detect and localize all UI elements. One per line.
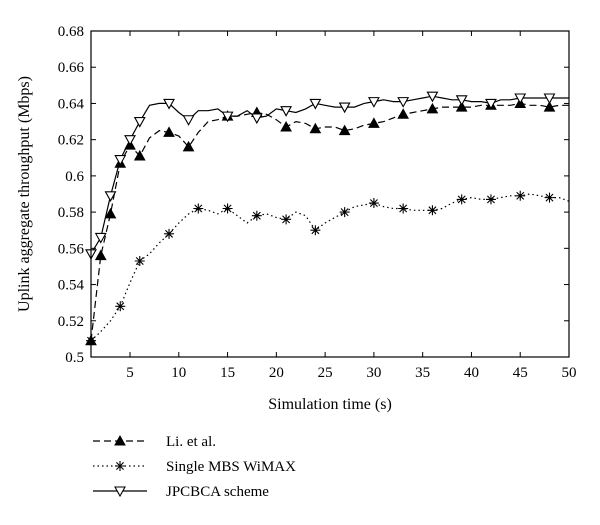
data-point bbox=[221, 111, 234, 123]
data-point bbox=[310, 225, 321, 236]
data-point bbox=[397, 108, 410, 119]
y-tick-label: 0.56 bbox=[58, 241, 85, 257]
data-point bbox=[115, 301, 126, 312]
data-point bbox=[280, 106, 293, 117]
data-point bbox=[367, 97, 380, 108]
legend-label: Li. et al. bbox=[166, 434, 216, 450]
data-point bbox=[182, 140, 195, 152]
data-point bbox=[163, 98, 175, 110]
data-point bbox=[338, 124, 351, 136]
y-tick-label: 0.58 bbox=[58, 205, 84, 221]
legend-label: Single MBS WiMAX bbox=[166, 459, 296, 475]
data-point bbox=[133, 149, 146, 161]
y-tick-label: 0.52 bbox=[58, 314, 84, 330]
x-tick-label: 15 bbox=[220, 365, 235, 381]
data-point bbox=[94, 249, 107, 261]
legend-marker bbox=[114, 434, 126, 446]
series-1 bbox=[86, 190, 570, 346]
data-point bbox=[515, 190, 526, 201]
x-tick-label: 35 bbox=[415, 365, 430, 381]
data-point bbox=[455, 101, 468, 112]
data-point bbox=[339, 207, 350, 218]
data-point bbox=[368, 117, 380, 128]
x-tick-label: 10 bbox=[171, 365, 186, 381]
data-point bbox=[104, 207, 117, 219]
x-tick-label: 30 bbox=[366, 365, 381, 381]
y-tick-label: 0.68 bbox=[58, 24, 84, 40]
data-point bbox=[133, 117, 146, 128]
data-point bbox=[114, 155, 127, 166]
data-point bbox=[544, 192, 555, 203]
plot-frame bbox=[90, 30, 570, 358]
x-tick-label: 50 bbox=[562, 365, 577, 381]
data-point bbox=[309, 122, 322, 134]
legend-item: JPCBCA scheme bbox=[93, 484, 269, 500]
legend-item: Single MBS WiMAX bbox=[93, 459, 296, 475]
x-axis-label: Simulation time (s) bbox=[268, 396, 392, 413]
data-point bbox=[193, 203, 204, 214]
y-tick-label: 0.54 bbox=[58, 278, 85, 294]
x-tick-label: 20 bbox=[269, 365, 284, 381]
x-tick-label: 5 bbox=[126, 365, 134, 381]
data-point bbox=[124, 135, 136, 146]
legend-marker bbox=[115, 461, 125, 471]
data-point bbox=[543, 93, 556, 105]
y-tick-label: 0.6 bbox=[65, 169, 84, 185]
data-point bbox=[182, 115, 195, 126]
data-point bbox=[222, 203, 233, 214]
y-tick-label: 0.66 bbox=[58, 60, 85, 76]
data-point bbox=[134, 256, 145, 267]
data-point bbox=[251, 210, 262, 221]
data-point bbox=[485, 98, 497, 110]
legend-marker bbox=[114, 486, 126, 498]
series-layer bbox=[85, 91, 570, 346]
data-point bbox=[426, 91, 439, 103]
series-2 bbox=[85, 91, 569, 260]
y-tick-label: 0.64 bbox=[58, 96, 85, 112]
data-point bbox=[163, 126, 175, 137]
y-axis-label: Uplink aggregate throughput (Mbps) bbox=[16, 76, 33, 312]
legend-item: Li. et al. bbox=[93, 434, 216, 450]
legend-label: JPCBCA scheme bbox=[166, 484, 269, 500]
y-tick-label: 0.5 bbox=[65, 350, 84, 366]
data-point bbox=[397, 97, 410, 108]
data-point bbox=[104, 191, 117, 202]
data-point bbox=[309, 98, 322, 110]
axis-ticks: 5 10 15 20 25 30 35 40 45 50 0.5 0.52 0.54 0.56 0.58 0.… bbox=[58, 24, 577, 381]
data-point bbox=[543, 101, 556, 112]
data-point bbox=[250, 113, 263, 125]
data-point bbox=[368, 198, 379, 209]
data-point bbox=[455, 95, 468, 106]
y-tick-label: 0.62 bbox=[58, 133, 84, 149]
data-point bbox=[456, 194, 467, 205]
x-tick-label: 40 bbox=[464, 365, 479, 381]
x-tick-label: 45 bbox=[513, 365, 528, 381]
data-point bbox=[514, 93, 527, 105]
data-point bbox=[94, 232, 107, 244]
data-point bbox=[164, 228, 175, 239]
data-point bbox=[398, 203, 409, 214]
data-point bbox=[281, 214, 292, 225]
legend: Li. et al. Single MBS WiMAX JPCBCA scheme bbox=[93, 434, 296, 500]
data-point bbox=[280, 120, 292, 132]
series-line bbox=[90, 193, 570, 342]
data-point bbox=[427, 205, 438, 216]
data-point bbox=[426, 102, 439, 114]
x-tick-label: 25 bbox=[318, 365, 333, 381]
data-point bbox=[485, 194, 496, 205]
data-point bbox=[338, 102, 351, 114]
